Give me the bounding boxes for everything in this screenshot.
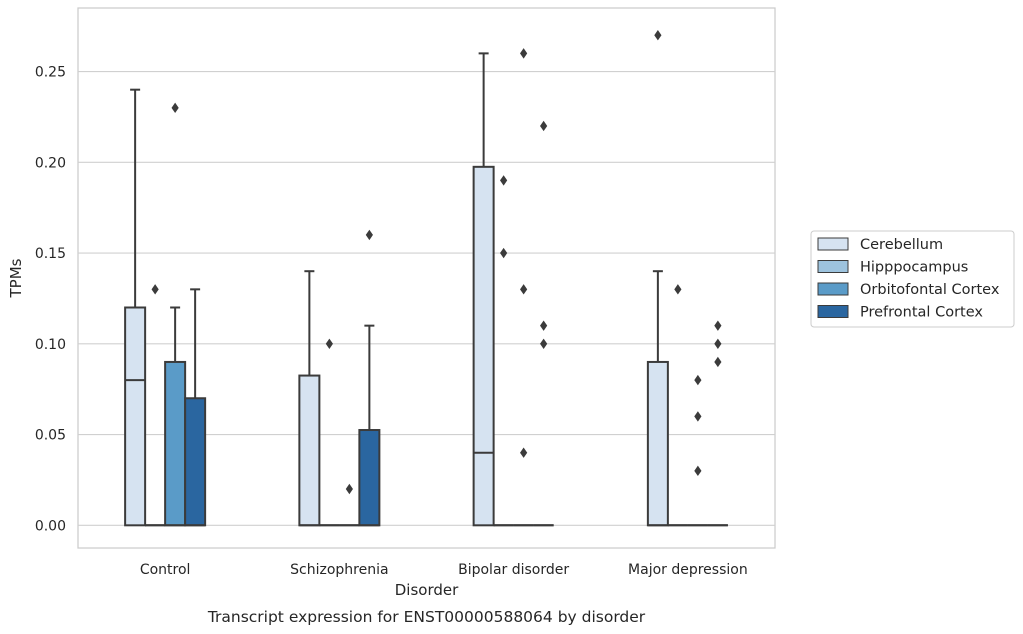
- outlier-point: [345, 483, 353, 495]
- outlier-point: [674, 284, 682, 295]
- box-orbitofontal-cortex: [339, 483, 360, 527]
- y-tick-label: 0.15: [35, 246, 66, 262]
- box-orbitofontal-cortex: [513, 48, 534, 527]
- legend-label: Cerebellum: [860, 237, 943, 253]
- box-cerebellum: [124, 88, 147, 527]
- legend-label: Hipppocampus: [860, 260, 968, 276]
- box-body: [298, 374, 321, 527]
- outlier-point: [520, 48, 528, 59]
- y-tick-label: 0.25: [35, 65, 66, 81]
- outlier-point: [365, 229, 373, 241]
- box-hipppocampus: [145, 284, 166, 527]
- box-prefrontal-cortex: [184, 288, 207, 527]
- box-body: [646, 360, 669, 527]
- outlier-point: [694, 465, 702, 477]
- box-body: [472, 165, 495, 527]
- outlier-point: [500, 247, 508, 259]
- x-tick-label: Major depression: [628, 562, 748, 578]
- box-prefrontal-cortex: [707, 320, 728, 527]
- box-body: [358, 429, 381, 527]
- y-tick-labels: 0.00 0.05 0.10 0.15 0.20 0.25: [35, 65, 66, 535]
- legend-swatch: [817, 305, 849, 318]
- box-cerebellum: [298, 270, 321, 527]
- box-body: [164, 360, 187, 527]
- box-orbitofontal-cortex: [687, 374, 708, 527]
- legend-swatch: [817, 282, 849, 296]
- outlier-point: [520, 284, 528, 295]
- outlier-point: [714, 338, 722, 349]
- outlier-point: [694, 411, 702, 422]
- outlier-point: [520, 447, 528, 458]
- legend-label: Orbitofontal Cortex: [860, 282, 1000, 298]
- outlier-point: [171, 102, 179, 114]
- outlier-point: [540, 320, 548, 331]
- y-tick-label: 0.05: [35, 428, 66, 444]
- outlier-point: [151, 284, 159, 295]
- outlier-point: [714, 356, 722, 368]
- legend-frame: [810, 230, 1015, 328]
- legend-swatch: [817, 260, 849, 273]
- outlier-point: [694, 374, 702, 386]
- y-tick-label: 0.00: [35, 518, 66, 534]
- x-tick-label: Control: [140, 562, 191, 578]
- outlier-point: [654, 30, 662, 41]
- y-tick-label: 0.20: [35, 155, 66, 171]
- legend-label: Prefrontal Cortex: [860, 305, 983, 321]
- outlier-point: [540, 338, 548, 349]
- y-axis-title: TPMs: [7, 258, 25, 298]
- box-cerebellum: [472, 52, 495, 527]
- box-cerebellum: [646, 30, 669, 527]
- legend: Cerebellum Hipppocampus Orbitofontal Corte…: [810, 230, 1015, 328]
- outlier-point: [714, 320, 722, 331]
- y-tick-label: 0.10: [35, 337, 66, 353]
- x-tick-labels: Control Schizophrenia Bipolar disorder Majo…: [140, 562, 748, 578]
- x-tick-label: Schizophrenia: [290, 562, 388, 578]
- outlier-point: [325, 338, 333, 349]
- box-body: [184, 397, 207, 527]
- x-tick-label: Bipolar disorder: [458, 562, 569, 578]
- box-prefrontal-cortex: [533, 120, 554, 527]
- box-body: [124, 306, 147, 527]
- outlier-point: [500, 175, 508, 186]
- box-hipppocampus: [319, 338, 340, 527]
- box-hipppocampus: [493, 175, 514, 527]
- box-hipppocampus: [667, 284, 688, 527]
- chart-caption: Transcript expression for ENST0000058806…: [207, 608, 646, 626]
- boxes: [124, 30, 728, 527]
- legend-swatch: [817, 237, 849, 251]
- x-axis-title: Disorder: [395, 581, 459, 599]
- outlier-point: [540, 120, 548, 132]
- box-prefrontal-cortex: [358, 229, 381, 527]
